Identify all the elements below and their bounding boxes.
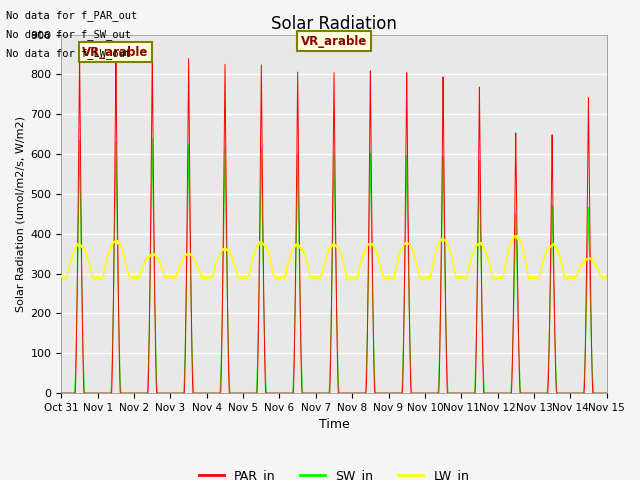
Text: VR_arable: VR_arable xyxy=(301,35,367,48)
Title: Solar Radiation: Solar Radiation xyxy=(271,15,397,33)
Text: VR_arable: VR_arable xyxy=(82,46,148,59)
PAR_in xyxy=(148,50,156,56)
SW_in xyxy=(580,386,588,392)
SW_in xyxy=(58,390,65,396)
LW_in xyxy=(276,277,284,283)
Text: No data for f_SW_out: No data for f_SW_out xyxy=(6,29,131,40)
LW_in xyxy=(580,259,588,264)
Text: No data for f_PAR_out: No data for f_PAR_out xyxy=(6,10,138,21)
PAR_in xyxy=(580,390,588,396)
LW_in xyxy=(243,276,250,281)
Line: SW_in: SW_in xyxy=(61,139,607,393)
PAR_in xyxy=(243,390,251,396)
LW_in xyxy=(573,273,581,279)
Text: No data for f_LW_out: No data for f_LW_out xyxy=(6,48,131,59)
SW_in xyxy=(573,390,581,396)
PAR_in xyxy=(472,384,479,390)
SW_in xyxy=(472,368,479,374)
Legend: PAR_in, SW_in, LW_in: PAR_in, SW_in, LW_in xyxy=(194,464,474,480)
LW_in xyxy=(513,233,521,239)
PAR_in xyxy=(316,390,323,396)
PAR_in xyxy=(58,390,65,396)
SW_in xyxy=(243,390,251,396)
Line: PAR_in: PAR_in xyxy=(61,53,607,393)
X-axis label: Time: Time xyxy=(319,419,349,432)
LW_in xyxy=(603,273,611,279)
SW_in xyxy=(148,136,156,142)
LW_in xyxy=(472,244,479,250)
Y-axis label: Solar Radiation (umol/m2/s, W/m2): Solar Radiation (umol/m2/s, W/m2) xyxy=(15,116,25,312)
LW_in xyxy=(316,275,323,280)
PAR_in xyxy=(603,390,611,396)
SW_in xyxy=(316,390,323,396)
LW_in xyxy=(58,273,65,279)
SW_in xyxy=(603,390,611,396)
Line: LW_in: LW_in xyxy=(61,236,607,280)
LW_in xyxy=(456,274,464,280)
PAR_in xyxy=(573,390,581,396)
PAR_in xyxy=(456,390,464,396)
SW_in xyxy=(456,390,464,396)
